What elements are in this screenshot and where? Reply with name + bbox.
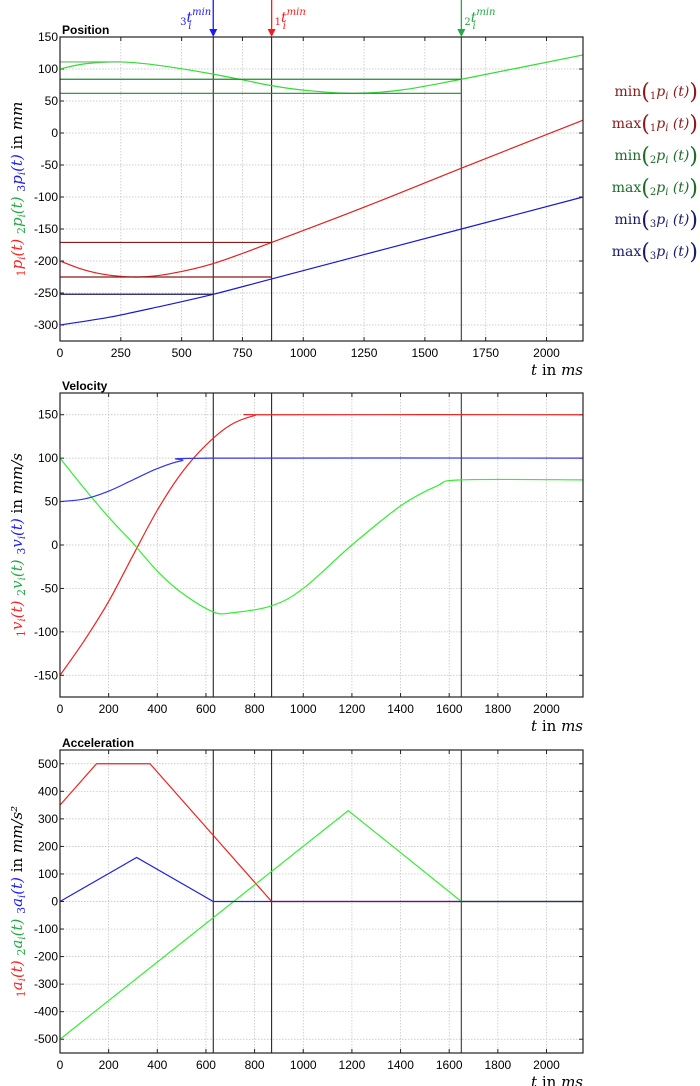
series-line xyxy=(59,196,584,326)
y-tick-label: 300 xyxy=(38,812,58,826)
legend-item: max(3pi (t)) xyxy=(611,240,698,265)
y-tick-label: 400 xyxy=(38,784,58,798)
x-tick-label: 1800 xyxy=(485,702,512,716)
x-axis-label: t in ms xyxy=(531,717,583,735)
legend-item: min(3pi (t)) xyxy=(614,208,698,233)
x-axis-label: t in ms xyxy=(531,1073,583,1086)
x-tick-label: 600 xyxy=(196,1058,216,1072)
y-tick-label: 100 xyxy=(38,867,58,881)
series-line xyxy=(59,119,584,278)
y-tick-label: 100 xyxy=(38,62,58,76)
series-line xyxy=(59,413,584,676)
y-tick-label: -150 xyxy=(34,222,58,236)
marker-t2_min: 2tmin i xyxy=(457,0,496,37)
marker-t3_min: 3tmin i xyxy=(180,0,218,37)
panel-title: Velocity xyxy=(62,379,108,393)
x-tick-label: 1200 xyxy=(339,702,366,716)
x-axis-label: t in ms xyxy=(531,361,583,379)
y-tick-label: 50 xyxy=(45,495,59,509)
y-tick-label: -300 xyxy=(34,318,58,332)
y-tick-label: 100 xyxy=(38,451,58,465)
marker-label: 1tmin i xyxy=(275,7,306,32)
y-tick-label: 200 xyxy=(38,839,58,853)
position-panel: 0 250 500 750 1000 1250 1500 1750 2000150100500-… xyxy=(8,23,584,379)
series-line xyxy=(59,763,583,903)
y-tick-label: 150 xyxy=(38,408,58,422)
legend-item: max(1pi (t)) xyxy=(611,112,698,137)
y-tick-label: -100 xyxy=(34,190,58,204)
x-tick-label: 400 xyxy=(147,702,167,716)
y-tick-label: -300 xyxy=(34,977,58,991)
marker-label: 2tmin i xyxy=(464,7,495,32)
arrow-down-icon xyxy=(457,29,466,37)
series-line xyxy=(59,457,584,503)
legend-item: min(2pi (t)) xyxy=(614,144,698,169)
y-axis-label: 1ai(t) 2ai(t) 3ai(t) in mm/s² xyxy=(8,806,28,997)
y-tick-label: -50 xyxy=(41,581,59,595)
axes-frame xyxy=(59,36,584,342)
panel-title: Position xyxy=(62,23,109,37)
x-tick-label: 1400 xyxy=(387,702,414,716)
y-tick-label: -400 xyxy=(34,1005,58,1019)
x-tick-label: 500 xyxy=(172,346,192,360)
y-tick-label: 0 xyxy=(51,126,58,140)
y-tick-label: 150 xyxy=(38,30,58,44)
marker-t1_min: 1tmin i xyxy=(267,0,306,37)
arrow-down-icon xyxy=(267,29,276,37)
x-tick-label: 800 xyxy=(245,1058,265,1072)
y-tick-label: -100 xyxy=(34,625,58,639)
x-tick-label: 200 xyxy=(99,1058,119,1072)
y-axis-label: 1vi(t) 2vi(t) 3vi(t) in mm/s xyxy=(8,453,28,637)
x-tick-label: 600 xyxy=(196,702,216,716)
x-tick-label: 800 xyxy=(245,702,265,716)
x-tick-label: 1250 xyxy=(351,346,378,360)
x-tick-label: 1800 xyxy=(485,1058,512,1072)
x-tick-label: 1400 xyxy=(387,1058,414,1072)
series-line xyxy=(59,54,584,94)
x-tick-label: 750 xyxy=(232,346,252,360)
y-tick-label: -50 xyxy=(41,158,59,172)
x-tick-label: 0 xyxy=(57,1058,64,1072)
axes-frame xyxy=(59,749,584,1054)
axes-frame xyxy=(59,392,584,698)
x-tick-label: 1750 xyxy=(472,346,499,360)
x-tick-label: 1000 xyxy=(290,346,317,360)
x-tick-label: 250 xyxy=(111,346,131,360)
x-tick-label: 0 xyxy=(57,346,64,360)
x-tick-label: 1500 xyxy=(412,346,439,360)
series-line xyxy=(59,856,583,903)
panel-title: Acceleration xyxy=(62,736,134,750)
y-tick-label: 0 xyxy=(51,895,58,909)
x-tick-label: 400 xyxy=(147,1058,167,1072)
x-tick-label: 0 xyxy=(57,702,64,716)
x-tick-label: 1000 xyxy=(290,702,317,716)
legend-item: max(2pi (t)) xyxy=(611,176,698,201)
y-tick-label: -500 xyxy=(34,1032,58,1046)
series-line xyxy=(59,809,583,1040)
x-tick-label: 2000 xyxy=(533,1058,560,1072)
x-tick-label: 2000 xyxy=(533,346,560,360)
x-tick-label: 1000 xyxy=(290,1058,317,1072)
y-tick-label: -200 xyxy=(34,254,58,268)
y-tick-label: -100 xyxy=(34,922,58,936)
y-tick-label: -250 xyxy=(34,286,58,300)
y-tick-label: -200 xyxy=(34,950,58,964)
x-tick-label: 1600 xyxy=(436,702,463,716)
acceleration-panel: 0 200 400 600 800 1000 1200 1400 1600 1800 2000500… xyxy=(8,736,584,1086)
marker-label: 3tmin i xyxy=(180,7,211,32)
arrow-down-icon xyxy=(209,29,218,37)
x-tick-label: 1200 xyxy=(339,1058,366,1072)
x-tick-label: 2000 xyxy=(533,702,560,716)
x-tick-label: 1600 xyxy=(436,1058,463,1072)
series-line xyxy=(59,457,584,615)
x-tick-label: 200 xyxy=(99,702,119,716)
y-tick-label: 500 xyxy=(38,757,58,771)
velocity-panel: 0 200 400 600 800 1000 1200 1400 1600 1800 2000150… xyxy=(8,379,584,735)
legend-item: min(1pi (t)) xyxy=(614,80,698,105)
y-tick-label: 50 xyxy=(45,94,59,108)
y-axis-label: 1pi(t) 2pi(t) 3pi(t) in mm xyxy=(8,102,28,277)
y-tick-label: -150 xyxy=(34,668,58,682)
y-tick-label: 0 xyxy=(51,538,58,552)
